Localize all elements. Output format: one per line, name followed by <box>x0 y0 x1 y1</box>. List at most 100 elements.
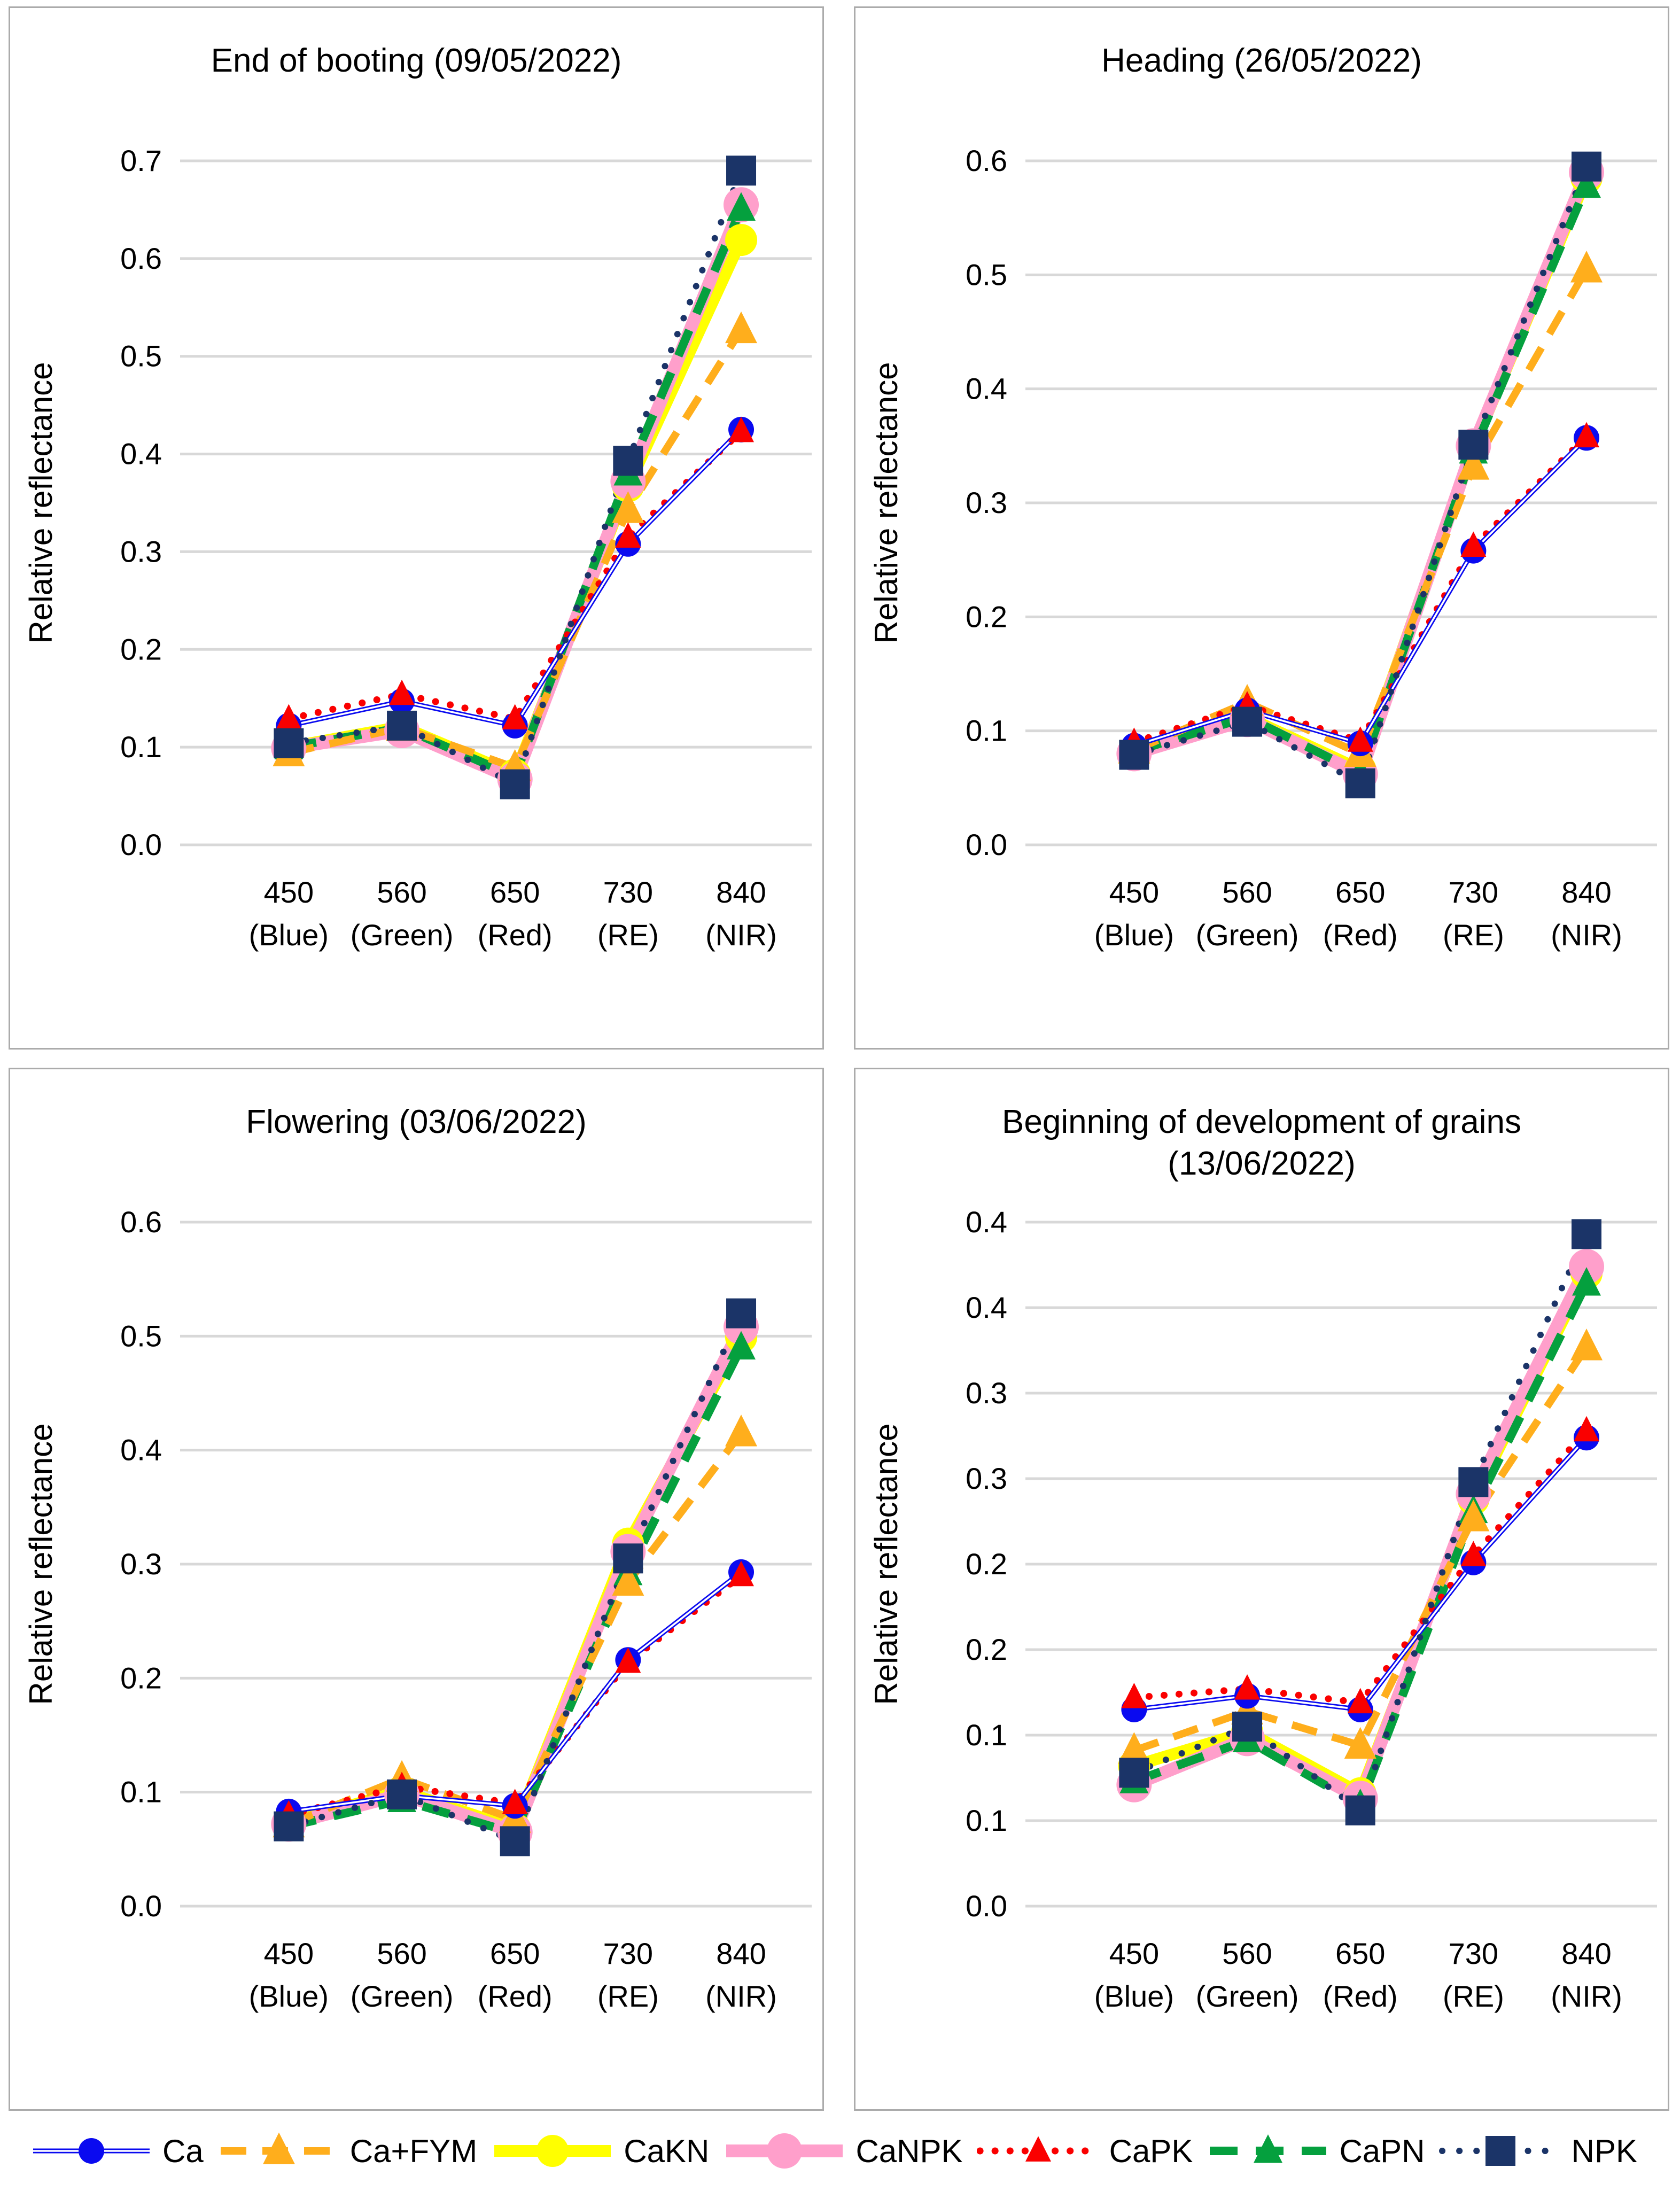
y-tick-label: 0.1 <box>120 730 162 764</box>
markers-capk <box>276 1560 755 1826</box>
data-point-triangle <box>1347 1688 1373 1714</box>
markers-capn <box>274 1331 756 1845</box>
x-tick-sublabel: (Red) <box>478 918 553 952</box>
series-line <box>287 1334 746 1835</box>
series-line <box>287 237 747 781</box>
legend-label: NPK <box>1571 2133 1637 2169</box>
series-npk <box>1131 163 1590 787</box>
data-point-triangle <box>1344 1727 1376 1759</box>
data-point-square <box>274 1811 304 1841</box>
series-ca-fym <box>1132 267 1590 758</box>
y-tick-label: 0.3 <box>966 1376 1007 1410</box>
data-point-square <box>500 1826 530 1856</box>
x-tick-sublabel: (Green) <box>351 1979 454 2013</box>
x-tick-label: 840 <box>716 1937 766 1970</box>
x-tick-label: 650 <box>490 875 540 909</box>
series-line <box>287 1346 745 1838</box>
y-axis-title: Relative reflectance <box>23 1424 59 1705</box>
capn-line-marker-icon <box>1210 2134 1327 2163</box>
data-point-triangle <box>725 311 758 344</box>
x-tick-sublabel: (RE) <box>1443 918 1504 952</box>
y-tick-label: 0.5 <box>120 1319 162 1353</box>
y-tick-label: 0.0 <box>966 828 1007 861</box>
legend-item-ca: Ca <box>30 2124 204 2178</box>
data-point-circle <box>79 2138 104 2164</box>
series-line <box>285 1572 745 1819</box>
chart-title-container: Heading (26/05/2022) <box>855 8 1668 130</box>
data-point-triangle <box>1118 1732 1150 1764</box>
series-capk <box>285 1572 745 1819</box>
data-point-triangle <box>615 1647 641 1673</box>
series-ca-fym <box>287 1431 744 1828</box>
series-capk <box>285 428 745 722</box>
data-point-circle <box>725 224 758 257</box>
legend-label: Ca+FYM <box>349 2133 478 2169</box>
y-tick-label: 0.3 <box>966 486 1007 519</box>
data-point-triangle <box>1572 1267 1601 1296</box>
markers-ca-fym <box>1118 251 1603 767</box>
x-tick-sublabel: (Blue) <box>249 1979 329 2013</box>
x-tick-sublabel: (Green) <box>351 918 454 952</box>
series-ca <box>1133 436 1589 748</box>
data-point-triangle <box>612 491 644 523</box>
legend-item-capn: CaPN <box>1207 2124 1425 2178</box>
line-chart-end-of-booting: 0.7 0.6 0.5 0.4 0.3 0.2 0.1 0.0 Relative reflect… <box>23 144 812 952</box>
data-point-triangle <box>502 704 528 729</box>
series-line <box>1133 436 1589 748</box>
legend-item-cakn: CaKN <box>491 2124 709 2178</box>
line-chart-flowering: 0.6 0.5 0.4 0.3 0.2 0.1 0.0 Relative reflectanc… <box>23 1205 812 2013</box>
series-line <box>285 167 745 788</box>
markers-capk <box>1121 1416 1600 1714</box>
series-capk <box>1130 433 1590 746</box>
data-point-square <box>1119 740 1149 770</box>
series-cakn <box>1132 175 1592 776</box>
chart-title-container: Flowering (03/06/2022) <box>10 1069 822 1191</box>
y-tick-label: 0.4 <box>966 1291 1007 1324</box>
x-tick-label: 730 <box>603 875 653 909</box>
series-line <box>1131 1231 1590 1814</box>
x-tick-label: 560 <box>377 875 426 909</box>
markers-npk <box>274 156 757 799</box>
y-tick-label: 0.1 <box>966 1804 1007 1837</box>
markers-ca <box>276 416 755 739</box>
data-point-triangle <box>1574 1416 1600 1442</box>
data-point-circle <box>1569 1249 1605 1285</box>
x-tick-sublabel: (Red) <box>1323 918 1398 952</box>
data-point-triangle <box>389 679 415 705</box>
chart-title: Heading (26/05/2022) <box>1101 42 1422 79</box>
series-line <box>287 1431 744 1828</box>
series-canpk <box>1132 169 1593 781</box>
data-point-triangle <box>728 416 755 442</box>
legend-label: CaPN <box>1339 2133 1425 2169</box>
markers-ca-fym <box>273 1415 758 1838</box>
data-point-triangle <box>1254 2134 1283 2163</box>
data-point-square <box>613 1543 643 1574</box>
series-line <box>1132 267 1590 758</box>
series-npk <box>285 1310 745 1845</box>
y-tick-label: 0.4 <box>966 1205 1007 1239</box>
data-point-circle <box>536 2135 569 2167</box>
legend-label: Ca <box>162 2133 204 2169</box>
series-ca-fym <box>1133 1345 1590 1754</box>
data-point-square <box>500 769 530 799</box>
data-point-triangle <box>1574 422 1600 448</box>
series-ca <box>288 428 743 728</box>
data-point-square <box>1572 151 1602 182</box>
legend-item-canpk: CaNPK <box>723 2124 963 2178</box>
y-tick-label: 0.1 <box>120 1775 162 1809</box>
series-line <box>1130 433 1590 746</box>
x-tick-label: 730 <box>603 1937 653 1970</box>
x-tick-sublabel: (Red) <box>478 1979 553 2013</box>
y-tick-label: 0.2 <box>120 1661 162 1695</box>
data-point-triangle <box>1460 531 1487 557</box>
data-point-triangle <box>728 1560 755 1587</box>
x-tick-label: 650 <box>1335 1937 1385 1970</box>
data-point-triangle <box>262 2132 295 2164</box>
y-tick-label: 0.1 <box>966 714 1007 748</box>
data-point-square <box>1572 1219 1602 1249</box>
chart-title-container: Beginning of development of grains (13/0… <box>855 1069 1668 1191</box>
x-tick-label: 730 <box>1449 1937 1498 1970</box>
x-tick-label: 450 <box>1109 875 1159 909</box>
x-tick-sublabel: (Blue) <box>249 918 329 952</box>
